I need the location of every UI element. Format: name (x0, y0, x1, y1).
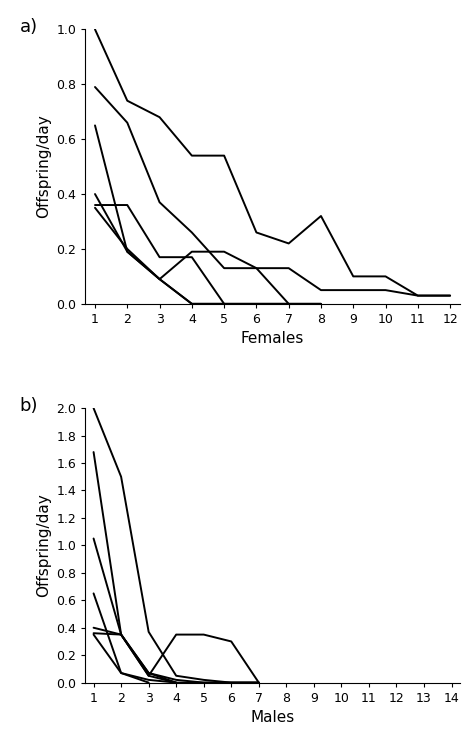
X-axis label: Females: Females (241, 332, 304, 346)
X-axis label: Males: Males (250, 711, 295, 725)
Y-axis label: Offspring/day: Offspring/day (36, 115, 51, 219)
Text: b): b) (20, 397, 38, 415)
Text: a): a) (20, 18, 38, 37)
Y-axis label: Offspring/day: Offspring/day (36, 493, 51, 597)
